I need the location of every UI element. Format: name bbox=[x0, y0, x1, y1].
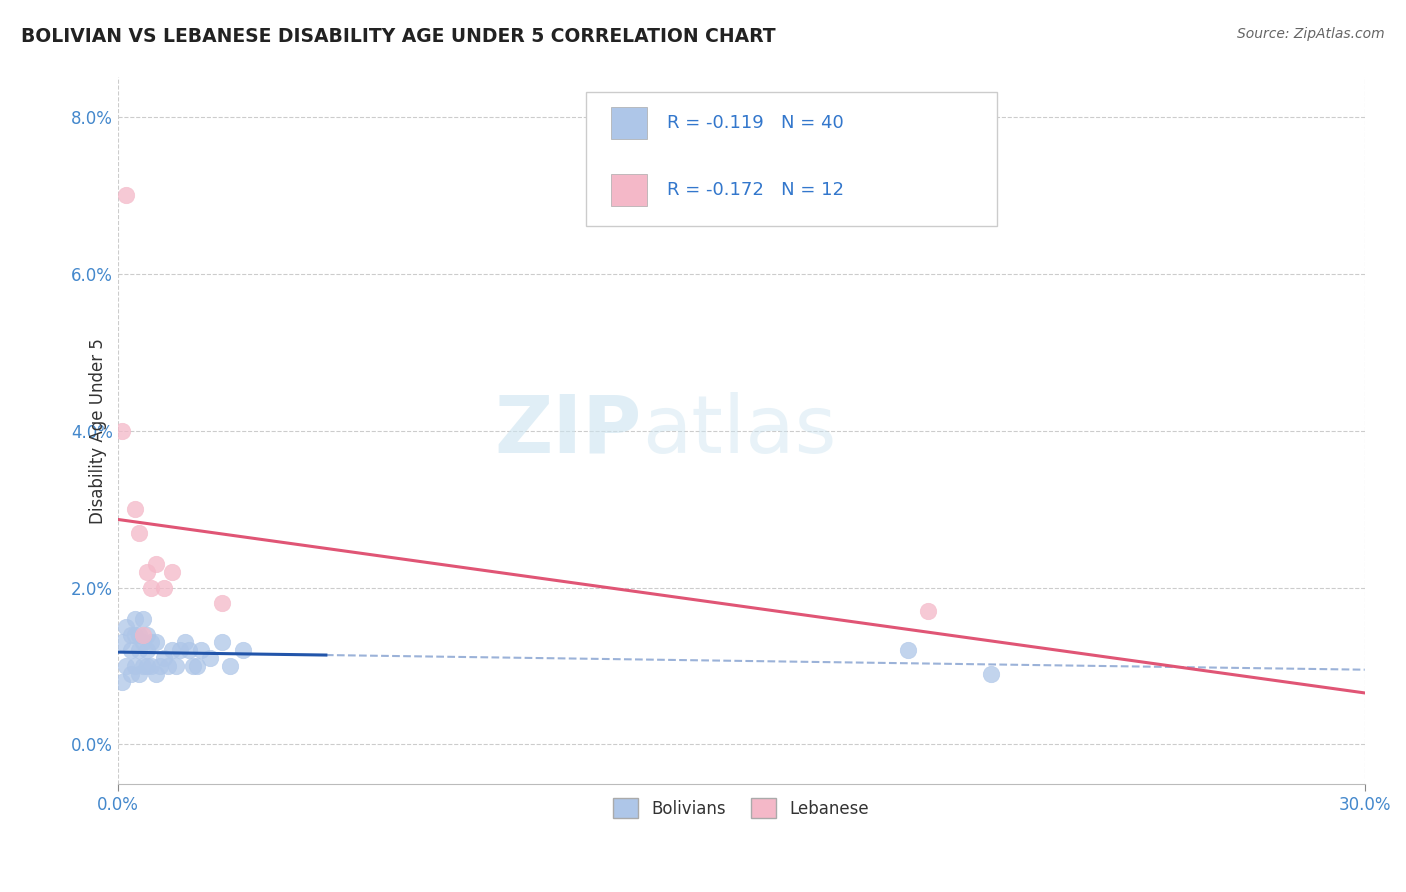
Legend: Bolivians, Lebanese: Bolivians, Lebanese bbox=[607, 791, 876, 825]
Point bbox=[115, 188, 138, 202]
Point bbox=[169, 643, 191, 657]
Point bbox=[232, 643, 254, 657]
Point bbox=[128, 643, 150, 657]
Point bbox=[917, 604, 939, 618]
Point bbox=[145, 666, 167, 681]
Point bbox=[186, 659, 208, 673]
Point bbox=[124, 627, 146, 641]
FancyBboxPatch shape bbox=[610, 107, 647, 139]
Point bbox=[141, 581, 163, 595]
Point bbox=[153, 651, 176, 665]
Point bbox=[156, 659, 179, 673]
Point bbox=[136, 659, 159, 673]
Point bbox=[136, 627, 159, 641]
Point bbox=[219, 659, 242, 673]
Point bbox=[149, 659, 172, 673]
Point bbox=[111, 674, 134, 689]
Point bbox=[124, 502, 146, 516]
Point bbox=[198, 651, 221, 665]
Point bbox=[132, 627, 155, 641]
Point bbox=[120, 627, 142, 641]
Point bbox=[145, 635, 167, 649]
Point bbox=[136, 643, 159, 657]
Point bbox=[190, 643, 212, 657]
Point bbox=[132, 612, 155, 626]
Text: atlas: atlas bbox=[641, 392, 837, 469]
Point bbox=[120, 666, 142, 681]
Point bbox=[165, 659, 187, 673]
Point bbox=[136, 565, 159, 579]
Text: R = -0.172   N = 12: R = -0.172 N = 12 bbox=[666, 181, 844, 199]
Point bbox=[111, 424, 134, 438]
Point bbox=[153, 581, 176, 595]
Point bbox=[128, 525, 150, 540]
Y-axis label: Disability Age Under 5: Disability Age Under 5 bbox=[89, 338, 107, 524]
Text: ZIP: ZIP bbox=[495, 392, 641, 469]
Text: R = -0.119   N = 40: R = -0.119 N = 40 bbox=[666, 113, 844, 132]
Point bbox=[173, 635, 195, 649]
Point bbox=[897, 643, 920, 657]
Point bbox=[141, 659, 163, 673]
Point bbox=[980, 666, 1002, 681]
Point bbox=[128, 666, 150, 681]
Point bbox=[181, 659, 204, 673]
Point bbox=[160, 643, 183, 657]
Text: Source: ZipAtlas.com: Source: ZipAtlas.com bbox=[1237, 27, 1385, 41]
Point bbox=[115, 659, 138, 673]
Point bbox=[120, 643, 142, 657]
Point bbox=[128, 627, 150, 641]
Point bbox=[124, 659, 146, 673]
Point bbox=[124, 612, 146, 626]
Point bbox=[145, 557, 167, 571]
Point bbox=[177, 643, 200, 657]
FancyBboxPatch shape bbox=[585, 92, 997, 226]
Text: BOLIVIAN VS LEBANESE DISABILITY AGE UNDER 5 CORRELATION CHART: BOLIVIAN VS LEBANESE DISABILITY AGE UNDE… bbox=[21, 27, 776, 45]
Point bbox=[211, 635, 233, 649]
Point bbox=[211, 596, 233, 610]
Point bbox=[160, 565, 183, 579]
Point bbox=[111, 635, 134, 649]
Point bbox=[132, 659, 155, 673]
Point bbox=[132, 635, 155, 649]
Point bbox=[141, 635, 163, 649]
Point bbox=[115, 620, 138, 634]
FancyBboxPatch shape bbox=[610, 174, 647, 206]
